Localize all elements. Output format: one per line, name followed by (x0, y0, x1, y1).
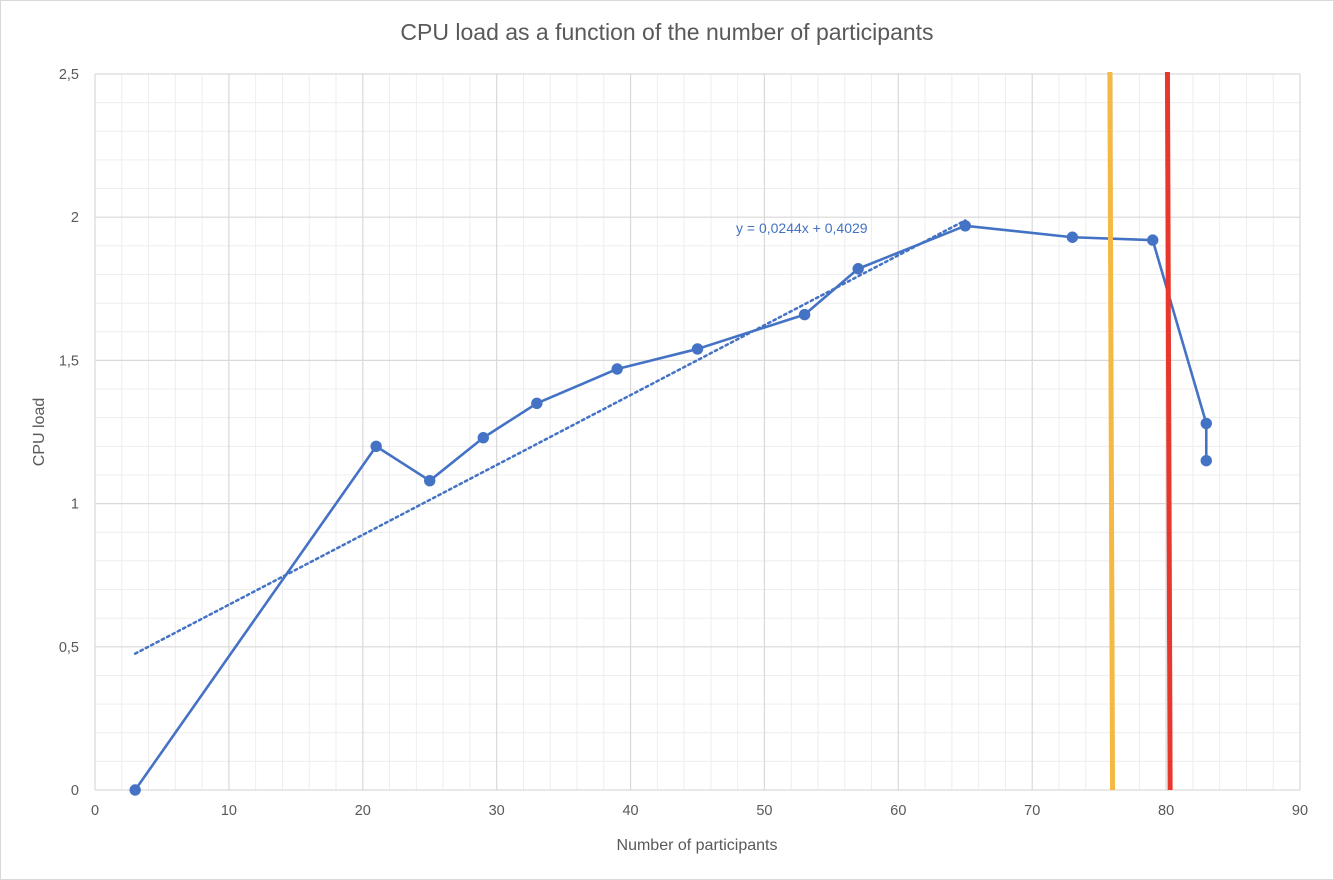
y-axis-title: CPU load (31, 398, 48, 466)
x-tick-label: 10 (221, 803, 237, 819)
x-axis-ticks: 0 10 20 30 40 50 60 70 80 90 (91, 803, 1308, 819)
x-tick-label: 20 (355, 803, 371, 819)
data-point (531, 397, 543, 410)
chart-title: CPU load as a function of the number of … (400, 19, 933, 45)
trendline-layer (133, 219, 967, 655)
data-point (959, 220, 971, 232)
x-tick-label: 30 (489, 803, 505, 819)
threshold-line (1164, 71, 1173, 791)
data-point (852, 263, 864, 275)
y-tick-label: 1 (71, 497, 79, 513)
data-point (1200, 454, 1212, 467)
y-tick-label: 0 (71, 783, 79, 799)
threshold-line (1107, 71, 1116, 791)
trendline (133, 219, 967, 655)
y-tick-label: 2,5 (59, 67, 79, 83)
data-point (477, 432, 489, 444)
data-point (611, 363, 623, 375)
x-tick-label: 60 (890, 803, 906, 819)
data-point (370, 440, 382, 453)
y-tick-label: 1,5 (59, 353, 79, 369)
data-point (1200, 417, 1212, 430)
x-tick-label: 70 (1024, 803, 1040, 819)
major-gridlines (94, 73, 1301, 791)
data-point (798, 308, 811, 321)
data-point (424, 474, 436, 487)
y-tick-label: 2 (71, 210, 79, 226)
y-tick-label: 0,5 (59, 640, 79, 656)
data-point (129, 784, 141, 796)
x-tick-label: 0 (91, 803, 99, 819)
x-axis-title: Number of participants (617, 837, 778, 854)
series-layer (129, 220, 1212, 796)
x-tick-label: 50 (756, 803, 772, 819)
minor-gridlines (95, 74, 1300, 790)
series-line (134, 224, 1208, 791)
data-point (691, 343, 704, 355)
data-point (1066, 231, 1079, 243)
vertical-markers (1107, 71, 1173, 791)
data-point (1147, 234, 1159, 246)
x-tick-label: 90 (1292, 803, 1308, 819)
x-tick-label: 80 (1158, 803, 1174, 819)
x-tick-label: 40 (622, 803, 638, 819)
y-axis-ticks: 0 0,5 1 1,5 2 2,5 (59, 67, 79, 799)
trendline-equation: y = 0,0244x + 0,4029 (736, 220, 868, 236)
